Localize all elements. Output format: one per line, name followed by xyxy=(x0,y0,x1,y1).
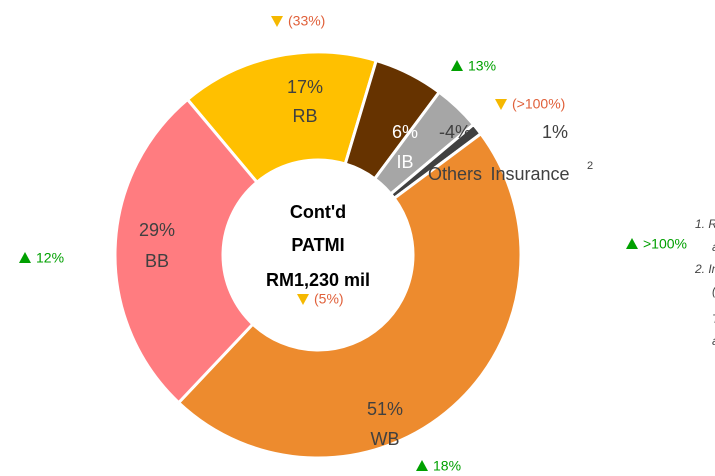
category-label: IB xyxy=(396,152,413,172)
footnote-marker: 2 xyxy=(587,160,593,172)
donut-slice xyxy=(176,131,523,460)
center-text: PATMI xyxy=(291,235,344,255)
donut-slice xyxy=(113,97,260,405)
value-label: 29% xyxy=(139,220,175,240)
change-arrow xyxy=(451,60,463,71)
change-arrow xyxy=(495,99,507,110)
donut-slice xyxy=(185,50,379,185)
value-label: 6% xyxy=(392,122,418,142)
change-arrow xyxy=(297,294,309,305)
change-arrow xyxy=(626,238,638,249)
change-label: (>100%) xyxy=(512,96,565,112)
footnote: 1. Refer to xyxy=(695,217,715,231)
footnote: accoun xyxy=(712,334,715,348)
change-label: 13% xyxy=(468,58,496,74)
category-label: Insurance xyxy=(490,164,569,184)
footnote: The res xyxy=(712,312,715,326)
change-arrow xyxy=(19,252,31,263)
change-label: 18% xyxy=(433,458,461,474)
value-label: 51% xyxy=(367,399,403,419)
change-label: >100% xyxy=(643,236,687,252)
change-label: (33%) xyxy=(288,13,325,29)
category-label: BB xyxy=(145,251,169,271)
category-label: WB xyxy=(371,429,400,449)
center-change: (5%) xyxy=(314,291,344,307)
change-arrow xyxy=(416,460,428,471)
value-label: -4% xyxy=(439,122,471,142)
footnote: and tax xyxy=(712,240,715,254)
center-text: RM1,230 mil xyxy=(266,270,370,290)
change-arrow xyxy=(271,16,283,27)
value-label: 1% xyxy=(542,122,568,142)
value-label: 17% xyxy=(287,77,323,97)
category-label: Others xyxy=(428,164,482,184)
footnote: (LIB), A xyxy=(712,284,715,298)
category-label: RB xyxy=(292,106,317,126)
change-label: 12% xyxy=(36,250,64,266)
center-text: Cont'd xyxy=(290,202,346,222)
footnote: 2. Insuran xyxy=(694,262,715,276)
